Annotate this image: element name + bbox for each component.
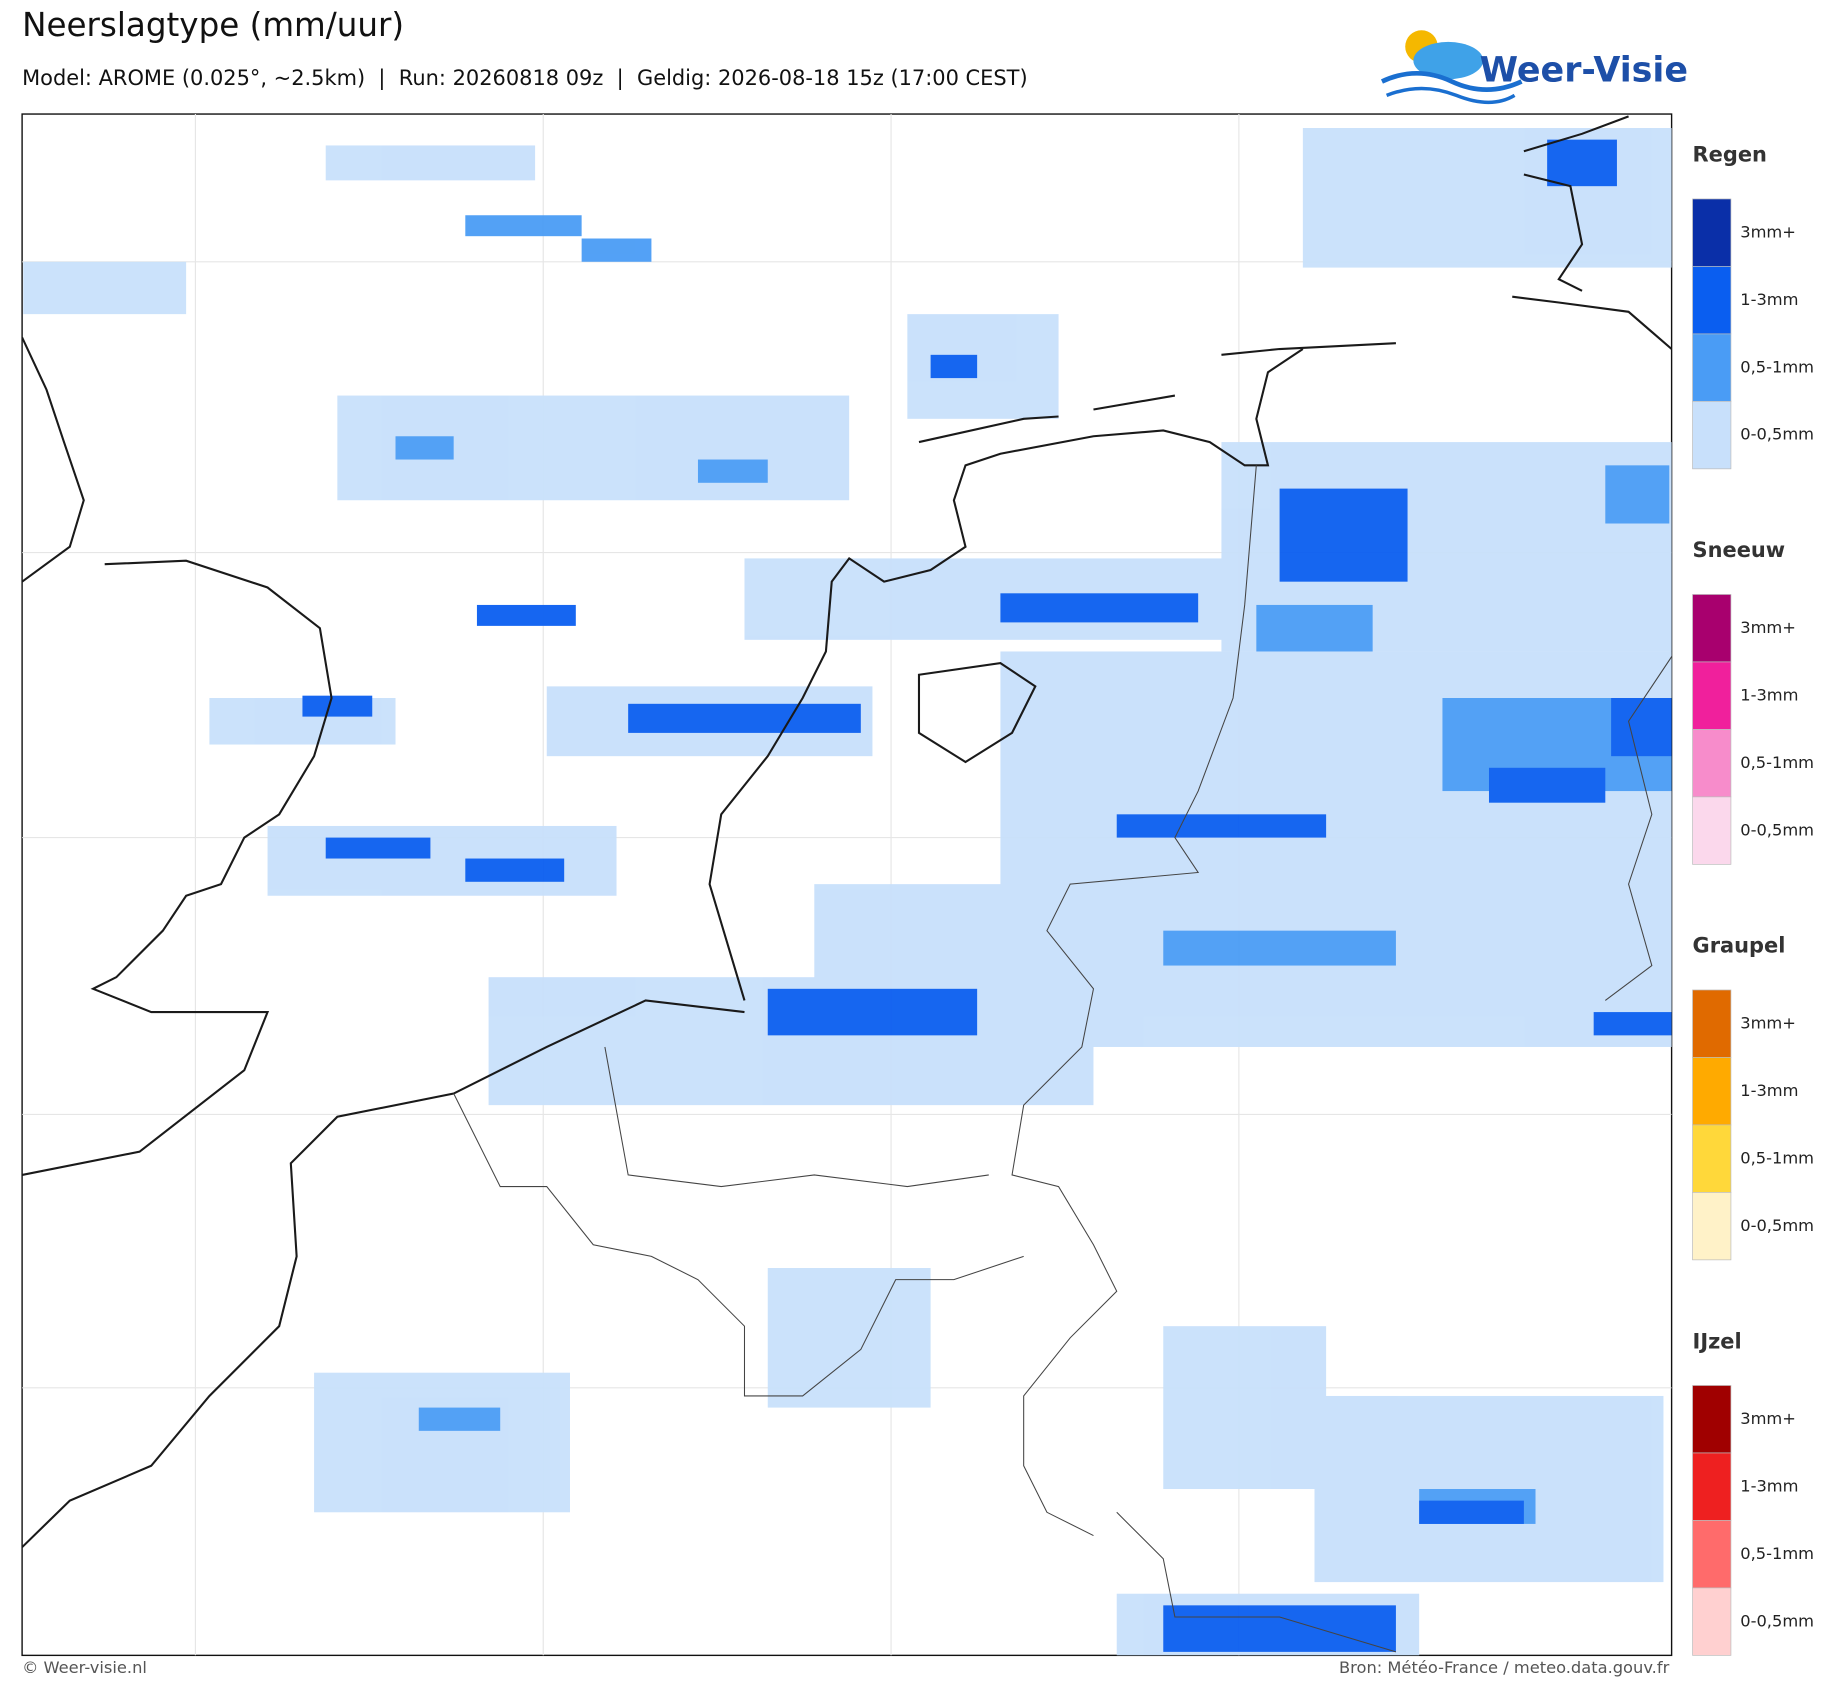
- legend-label: 0,5-1mm: [1740, 357, 1814, 376]
- legend-swatch: [1692, 1124, 1732, 1193]
- legend-swatch: [1692, 594, 1732, 663]
- legend-swatch: [1692, 401, 1732, 470]
- legend-swatch: [1692, 661, 1732, 730]
- legend-swatch: [1692, 333, 1732, 402]
- legend-swatch: [1692, 989, 1732, 1058]
- coastlines: [22, 115, 1672, 1548]
- footer-right: Bron: Météo-France / meteo.data.gouv.fr: [1339, 1658, 1670, 1677]
- legend-label: 0-0,5mm: [1740, 1611, 1814, 1630]
- legend-title: Graupel: [1693, 934, 1786, 958]
- legend-swatch: [1692, 1452, 1732, 1521]
- legend-swatch: [1692, 1057, 1732, 1126]
- legend-swatch: [1692, 796, 1732, 865]
- legend-label: 3mm+: [1740, 1409, 1796, 1428]
- legend-label: 0,5-1mm: [1740, 1148, 1814, 1167]
- subtitle: Model: AROME (0.025°, ~2.5km) | Run: 202…: [22, 66, 1028, 91]
- title: Neerslagtype (mm/uur): [22, 6, 404, 44]
- legend: Regen 3mm+ 1-3mm 0,5-1mm 0-0,5mm Sneeuw 3mm+ 1-…: [1692, 143, 1814, 1656]
- legend-swatch: [1692, 1385, 1732, 1454]
- map: [21, 113, 1673, 1657]
- legend-label: 1-3mm: [1740, 685, 1798, 704]
- legend-label: 1-3mm: [1740, 290, 1798, 309]
- legend-swatch: [1692, 1192, 1732, 1261]
- legend-title: Regen: [1693, 143, 1767, 167]
- legend-title: IJzel: [1693, 1329, 1742, 1353]
- legend-label: 0,5-1mm: [1740, 753, 1814, 772]
- legend-label: 3mm+: [1740, 222, 1796, 241]
- legend-label: 3mm+: [1740, 618, 1796, 637]
- logo-text: Weer-Visie: [1480, 50, 1688, 90]
- borders: [453, 465, 1672, 1653]
- legend-label: 1-3mm: [1740, 1081, 1798, 1100]
- legend-label: 3mm+: [1740, 1013, 1796, 1032]
- footer-left: © Weer-visie.nl: [22, 1658, 147, 1677]
- logo: Weer-Visie: [1380, 30, 1688, 105]
- legend-swatch: [1692, 1520, 1732, 1589]
- legend-swatch: [1692, 198, 1732, 267]
- legend-label: 0-0,5mm: [1740, 1216, 1814, 1235]
- legend-swatch: [1692, 266, 1732, 335]
- legend-title: Sneeuw: [1693, 538, 1786, 562]
- legend-label: 1-3mm: [1740, 1476, 1798, 1495]
- legend-label: 0-0,5mm: [1740, 820, 1814, 839]
- legend-swatch: [1692, 1587, 1732, 1656]
- legend-swatch: [1692, 729, 1732, 798]
- legend-label: 0,5-1mm: [1740, 1544, 1814, 1563]
- precipitation: [23, 128, 1672, 1656]
- legend-label: 0-0,5mm: [1740, 425, 1814, 444]
